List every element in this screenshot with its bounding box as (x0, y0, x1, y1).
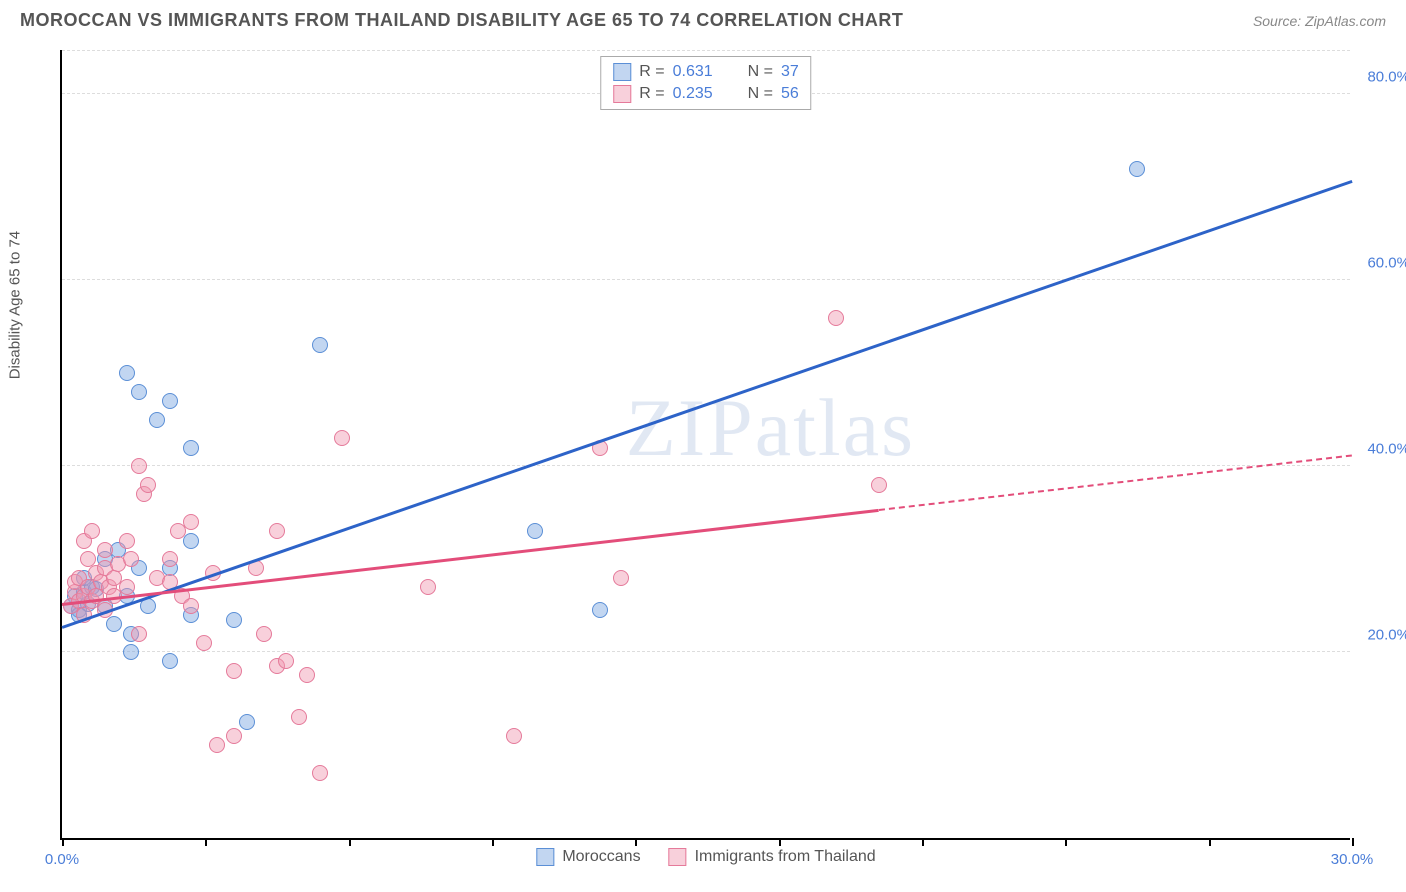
scatter-point (162, 393, 178, 409)
x-tick (1352, 838, 1354, 846)
x-tick (1065, 838, 1067, 846)
scatter-point (312, 765, 328, 781)
scatter-point (871, 477, 887, 493)
scatter-point (291, 709, 307, 725)
scatter-point (119, 365, 135, 381)
x-tick (1209, 838, 1211, 846)
scatter-point (131, 626, 147, 642)
scatter-point (334, 430, 350, 446)
scatter-point (269, 523, 285, 539)
trend-line (62, 180, 1353, 628)
y-tick-label: 20.0% (1360, 627, 1406, 644)
scatter-point (196, 635, 212, 651)
scatter-point (226, 612, 242, 628)
n-label: N = (748, 85, 773, 103)
gridline (62, 50, 1350, 51)
scatter-point (183, 598, 199, 614)
r-label: R = (639, 85, 664, 103)
scatter-point (226, 663, 242, 679)
legend-item-series-1: Immigrants from Thailand (669, 848, 876, 866)
scatter-point (183, 533, 199, 549)
scatter-point (131, 384, 147, 400)
swatch-icon (613, 63, 631, 81)
chart-title: MOROCCAN VS IMMIGRANTS FROM THAILAND DIS… (20, 10, 903, 31)
scatter-point (312, 337, 328, 353)
y-tick-label: 60.0% (1360, 255, 1406, 272)
r-value: 0.631 (673, 63, 728, 81)
swatch-icon (536, 848, 554, 866)
x-tick (62, 838, 64, 846)
scatter-point (256, 626, 272, 642)
x-tick (205, 838, 207, 846)
n-value: 56 (781, 85, 799, 103)
scatter-point (828, 310, 844, 326)
scatter-point (97, 542, 113, 558)
scatter-point (278, 653, 294, 669)
trend-line (879, 454, 1352, 511)
series-name: Immigrants from Thailand (695, 848, 876, 866)
scatter-point (106, 616, 122, 632)
r-label: R = (639, 63, 664, 81)
watermark: ZIPatlas (626, 381, 915, 475)
scatter-point (592, 602, 608, 618)
correlation-legend: R = 0.631 N = 37 R = 0.235 N = 56 (600, 56, 811, 110)
scatter-point (119, 533, 135, 549)
x-tick (779, 838, 781, 846)
scatter-point (131, 458, 147, 474)
scatter-point (162, 653, 178, 669)
scatter-point (506, 728, 522, 744)
legend-item-series-0: Moroccans (536, 848, 640, 866)
x-tick (635, 838, 637, 846)
gridline (62, 279, 1350, 280)
header: MOROCCAN VS IMMIGRANTS FROM THAILAND DIS… (0, 0, 1406, 37)
y-tick-label: 40.0% (1360, 441, 1406, 458)
plot-area: ZIPatlas R = 0.631 N = 37 R = 0.235 N = … (60, 50, 1350, 840)
scatter-point (149, 412, 165, 428)
scatter-point (613, 570, 629, 586)
scatter-point (527, 523, 543, 539)
scatter-point (1129, 161, 1145, 177)
scatter-point (119, 579, 135, 595)
chart-container: Disability Age 65 to 74 ZIPatlas R = 0.6… (60, 50, 1380, 840)
scatter-point (183, 440, 199, 456)
swatch-icon (613, 85, 631, 103)
swatch-icon (669, 848, 687, 866)
legend-row-series-0: R = 0.631 N = 37 (613, 61, 798, 83)
scatter-point (84, 523, 100, 539)
scatter-point (140, 477, 156, 493)
scatter-point (239, 714, 255, 730)
scatter-point (420, 579, 436, 595)
series-legend: Moroccans Immigrants from Thailand (536, 848, 875, 866)
n-value: 37 (781, 63, 799, 81)
n-label: N = (748, 63, 773, 81)
scatter-point (183, 514, 199, 530)
scatter-point (123, 644, 139, 660)
gridline (62, 651, 1350, 652)
legend-row-series-1: R = 0.235 N = 56 (613, 83, 798, 105)
gridline (62, 465, 1350, 466)
x-tick (349, 838, 351, 846)
scatter-point (123, 551, 139, 567)
x-tick (922, 838, 924, 846)
scatter-point (209, 737, 225, 753)
scatter-point (226, 728, 242, 744)
scatter-point (299, 667, 315, 683)
source-attribution: Source: ZipAtlas.com (1253, 13, 1386, 29)
x-tick-label: 30.0% (1331, 851, 1374, 868)
x-tick (492, 838, 494, 846)
series-name: Moroccans (562, 848, 640, 866)
scatter-point (162, 551, 178, 567)
x-tick-label: 0.0% (45, 851, 79, 868)
y-tick-label: 80.0% (1360, 69, 1406, 86)
y-axis-label: Disability Age 65 to 74 (7, 231, 24, 379)
r-value: 0.235 (673, 85, 728, 103)
